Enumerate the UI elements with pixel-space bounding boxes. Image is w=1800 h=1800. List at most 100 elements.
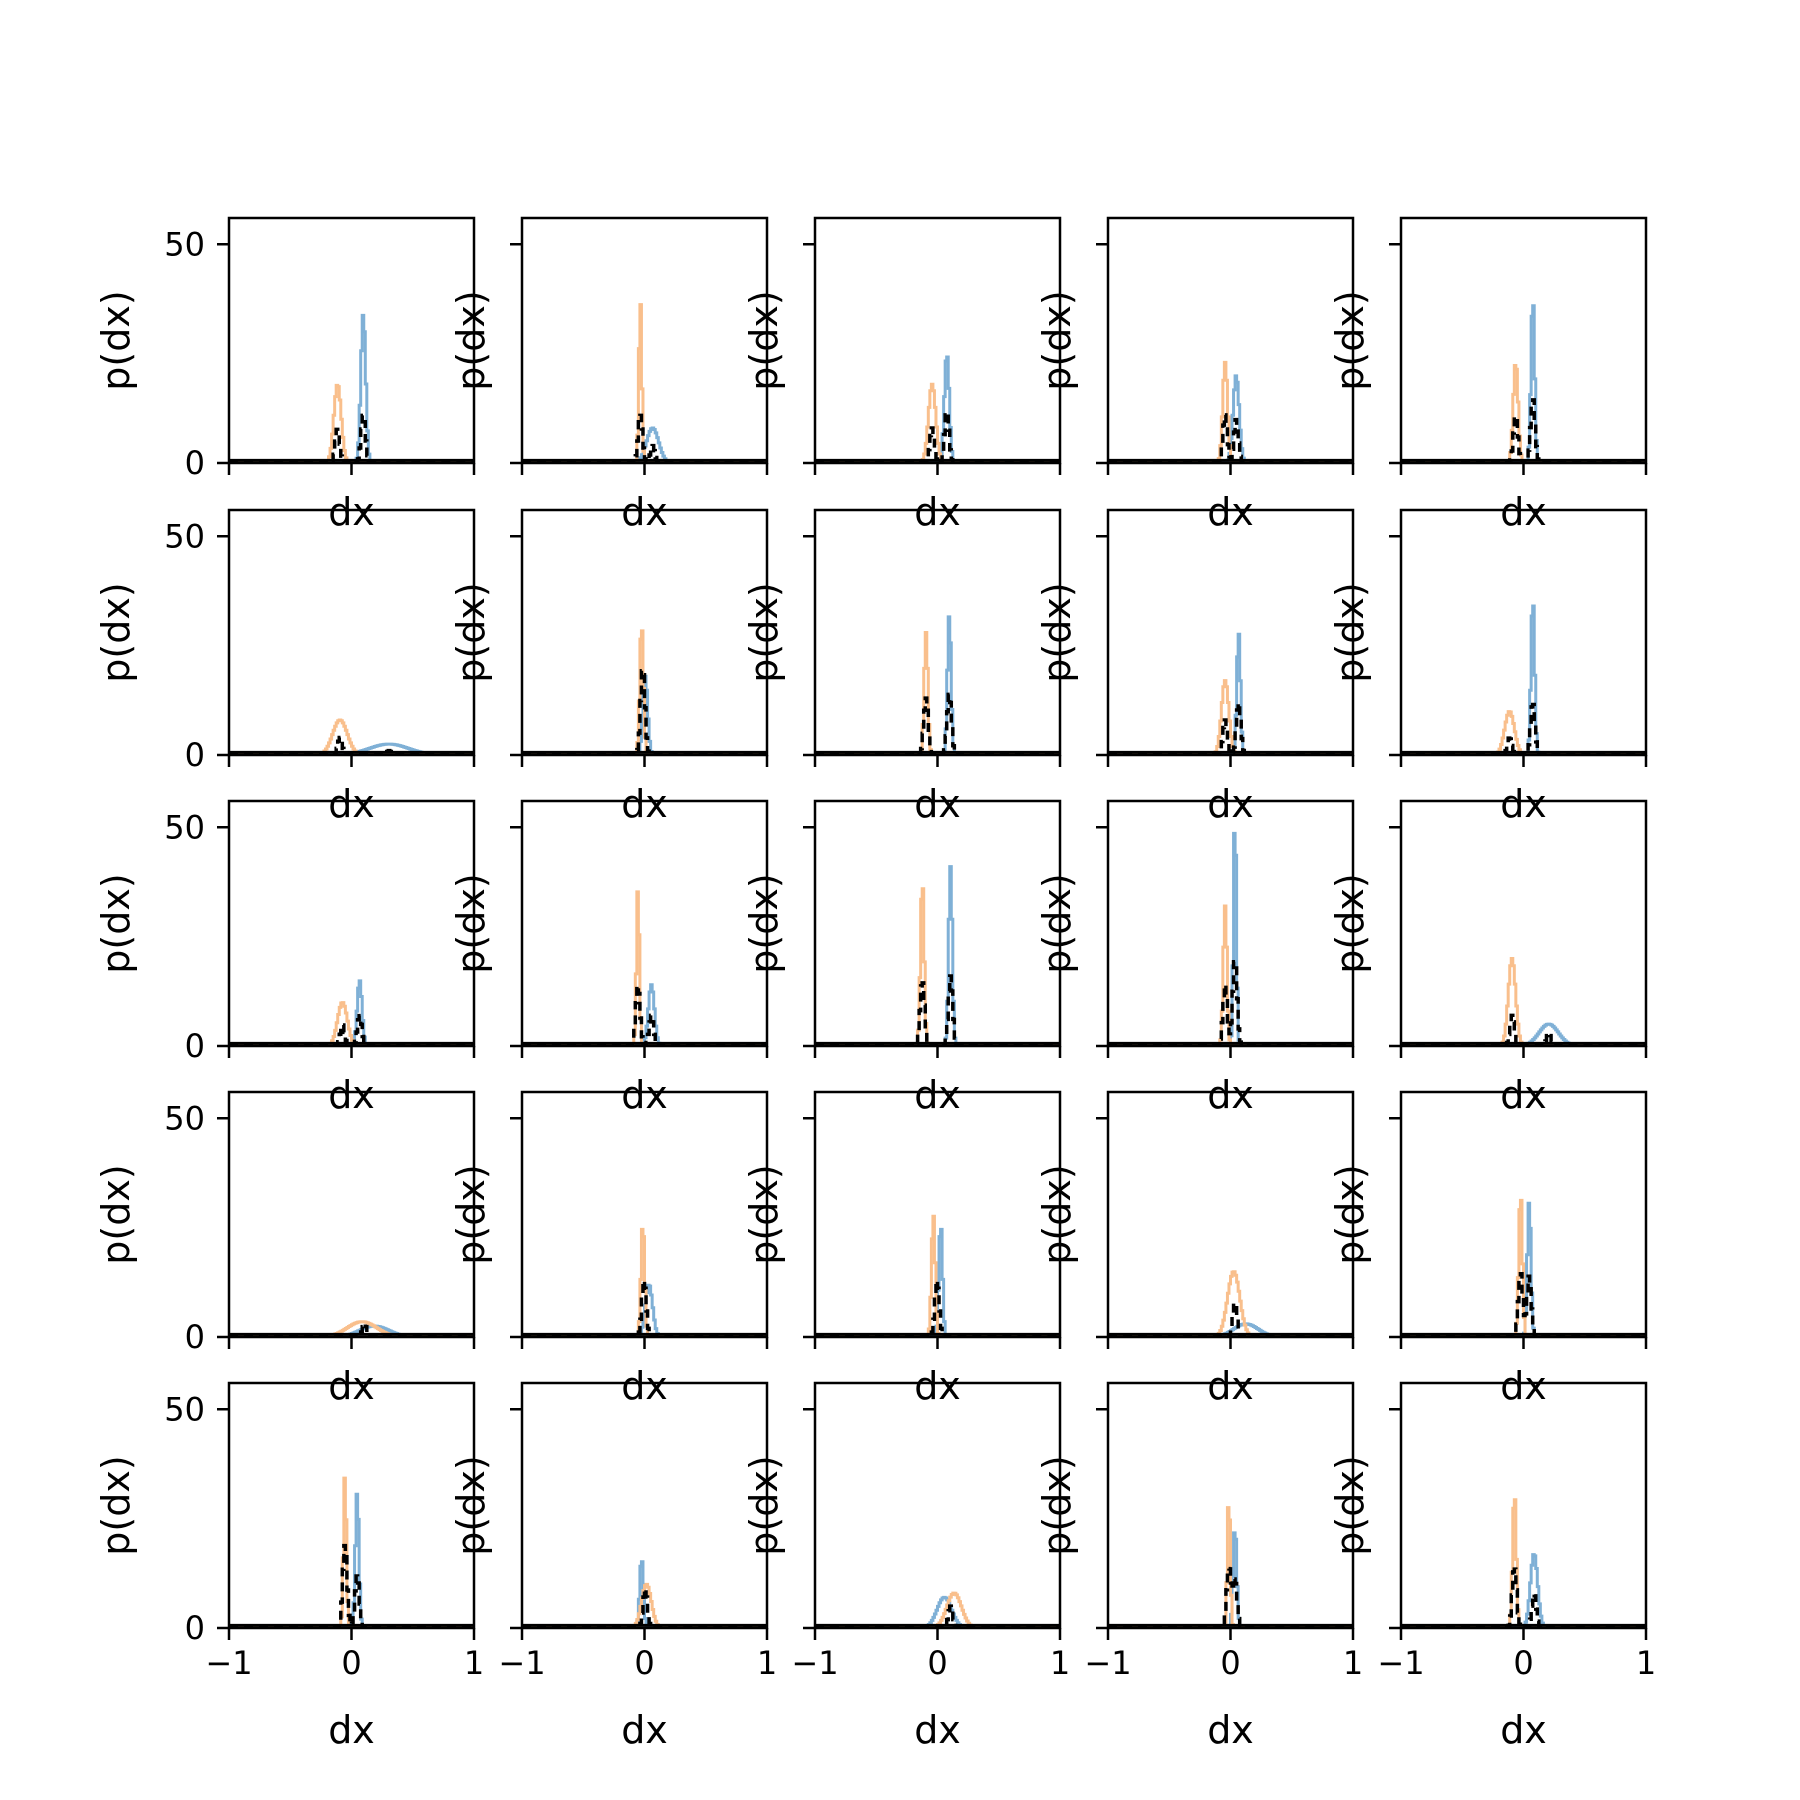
- plot-area: [1401, 1198, 1646, 1337]
- axes-frame: [227, 216, 476, 465]
- subplot-1-1: 0 50 dx p(dx): [94, 216, 476, 534]
- x-axis-label: dx: [1207, 1364, 1254, 1408]
- blue-histogram-line: [1401, 304, 1646, 463]
- axes-frame: [227, 1381, 476, 1630]
- plot-area: [1108, 360, 1353, 463]
- x-tick-label: 0: [341, 1644, 361, 1682]
- axes-frame: [1106, 508, 1355, 757]
- black-histogram-line: [522, 1586, 767, 1628]
- orange-histogram-line: [1401, 363, 1646, 463]
- y-tick-label: 50: [164, 1099, 205, 1137]
- y-tick-label: 0: [185, 1318, 205, 1356]
- plot-area: [229, 1320, 474, 1337]
- black-histogram-line: [1108, 413, 1353, 463]
- black-histogram-line: [522, 413, 767, 463]
- black-histogram-line: [229, 1543, 474, 1628]
- y-tick-label: 0: [185, 736, 205, 774]
- plot-area: [522, 629, 767, 755]
- y-axis-label: p(dx): [742, 582, 786, 682]
- orange-histogram-line: [1108, 904, 1353, 1046]
- x-tick-label: 1: [464, 1644, 484, 1682]
- y-axis-label: p(dx): [449, 1455, 493, 1555]
- y-axis-label: p(dx): [742, 290, 786, 390]
- blue-histogram-line: [522, 426, 767, 463]
- axes-frame: [520, 799, 769, 1048]
- y-tick-label: 0: [185, 1609, 205, 1647]
- blue-histogram-line: [1401, 1022, 1646, 1046]
- blue-histogram-line: [229, 313, 474, 463]
- subplot-1-4: dx p(dx): [1035, 216, 1355, 534]
- black-histogram-line: [1108, 1566, 1353, 1628]
- orange-histogram-line: [229, 1001, 474, 1046]
- y-axis-label: p(dx): [1328, 582, 1372, 682]
- orange-histogram-line: [522, 890, 767, 1046]
- y-axis-label: p(dx): [1328, 290, 1372, 390]
- axes-frame: [1106, 216, 1355, 465]
- y-axis-label: p(dx): [1328, 1455, 1372, 1555]
- subplot-3-4: dx p(dx): [1035, 799, 1355, 1117]
- x-axis-label: dx: [621, 1364, 668, 1408]
- orange-histogram-line: [1401, 957, 1646, 1046]
- plot-area: [522, 1227, 767, 1337]
- y-axis-label: p(dx): [449, 290, 493, 390]
- x-axis-label: dx: [1500, 1708, 1547, 1752]
- subplot-5-5: −1 0 1 dx p(dx): [1328, 1381, 1656, 1752]
- blue-histogram-line: [522, 983, 767, 1046]
- x-axis-label: dx: [621, 782, 668, 826]
- plot-area: [229, 1476, 474, 1628]
- plot-area: [815, 615, 1060, 755]
- orange-histogram-line: [229, 1476, 474, 1628]
- blue-histogram-line: [815, 1227, 1060, 1337]
- subplot-4-3: dx p(dx): [742, 1090, 1062, 1408]
- orange-histogram-line: [815, 1591, 1060, 1628]
- orange-histogram-line: [1401, 1498, 1646, 1628]
- x-tick-label: −1: [1377, 1644, 1424, 1682]
- y-axis-label: p(dx): [1328, 873, 1372, 973]
- x-tick-label: 1: [1050, 1644, 1070, 1682]
- plot-area: [1401, 1498, 1646, 1628]
- blue-histogram-line: [815, 1595, 1060, 1628]
- blue-histogram-line: [815, 615, 1060, 755]
- subplot-4-5: dx p(dx): [1328, 1090, 1648, 1408]
- orange-histogram-line: [229, 383, 474, 463]
- blue-histogram-line: [522, 1560, 767, 1628]
- blue-histogram-line: [1108, 1531, 1353, 1628]
- y-axis-label: p(dx): [94, 873, 138, 973]
- y-tick-label: 50: [164, 225, 205, 263]
- axes-frame: [813, 1381, 1062, 1630]
- y-axis-label: p(dx): [94, 582, 138, 682]
- x-axis-label: dx: [328, 782, 375, 826]
- x-axis-label: dx: [621, 1708, 668, 1752]
- x-axis-label: dx: [1207, 490, 1254, 534]
- y-axis-label: p(dx): [1328, 1164, 1372, 1264]
- blue-histogram-line: [1108, 374, 1353, 463]
- subplot-5-4: −1 0 1 dx p(dx): [1035, 1381, 1363, 1752]
- axes-frame: [227, 1090, 476, 1339]
- subplot-3-2: dx p(dx): [449, 799, 769, 1117]
- x-axis-label: dx: [1207, 1708, 1254, 1752]
- subplot-5-3: −1 0 1 dx p(dx): [742, 1381, 1070, 1752]
- axes-frame: [813, 799, 1062, 1048]
- subplot-2-4: dx p(dx): [1035, 508, 1355, 826]
- orange-histogram-line: [1401, 1198, 1646, 1337]
- y-axis-label: p(dx): [449, 1164, 493, 1264]
- blue-histogram-line: [1401, 1553, 1646, 1628]
- blue-histogram-line: [1401, 604, 1646, 755]
- x-axis-label: dx: [914, 1708, 961, 1752]
- y-tick-label: 50: [164, 1390, 205, 1428]
- blue-histogram-line: [1401, 1201, 1646, 1337]
- orange-histogram-line: [1108, 679, 1353, 755]
- axes-frame: [1106, 1090, 1355, 1339]
- plot-area: [815, 865, 1060, 1046]
- y-axis-label: p(dx): [742, 1164, 786, 1264]
- orange-histogram-line: [815, 1214, 1060, 1337]
- black-histogram-line: [1401, 1272, 1646, 1337]
- y-tick-label: 50: [164, 808, 205, 846]
- x-tick-label: −1: [1084, 1644, 1131, 1682]
- axes-frame: [1399, 216, 1648, 465]
- orange-histogram-line: [815, 631, 1060, 755]
- plot-area: [522, 303, 767, 463]
- plot-area: [1108, 632, 1353, 755]
- plot-area: [522, 1560, 767, 1628]
- x-tick-label: 0: [1513, 1644, 1533, 1682]
